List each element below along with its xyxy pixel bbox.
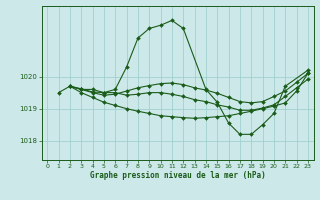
X-axis label: Graphe pression niveau de la mer (hPa): Graphe pression niveau de la mer (hPa) xyxy=(90,171,266,180)
